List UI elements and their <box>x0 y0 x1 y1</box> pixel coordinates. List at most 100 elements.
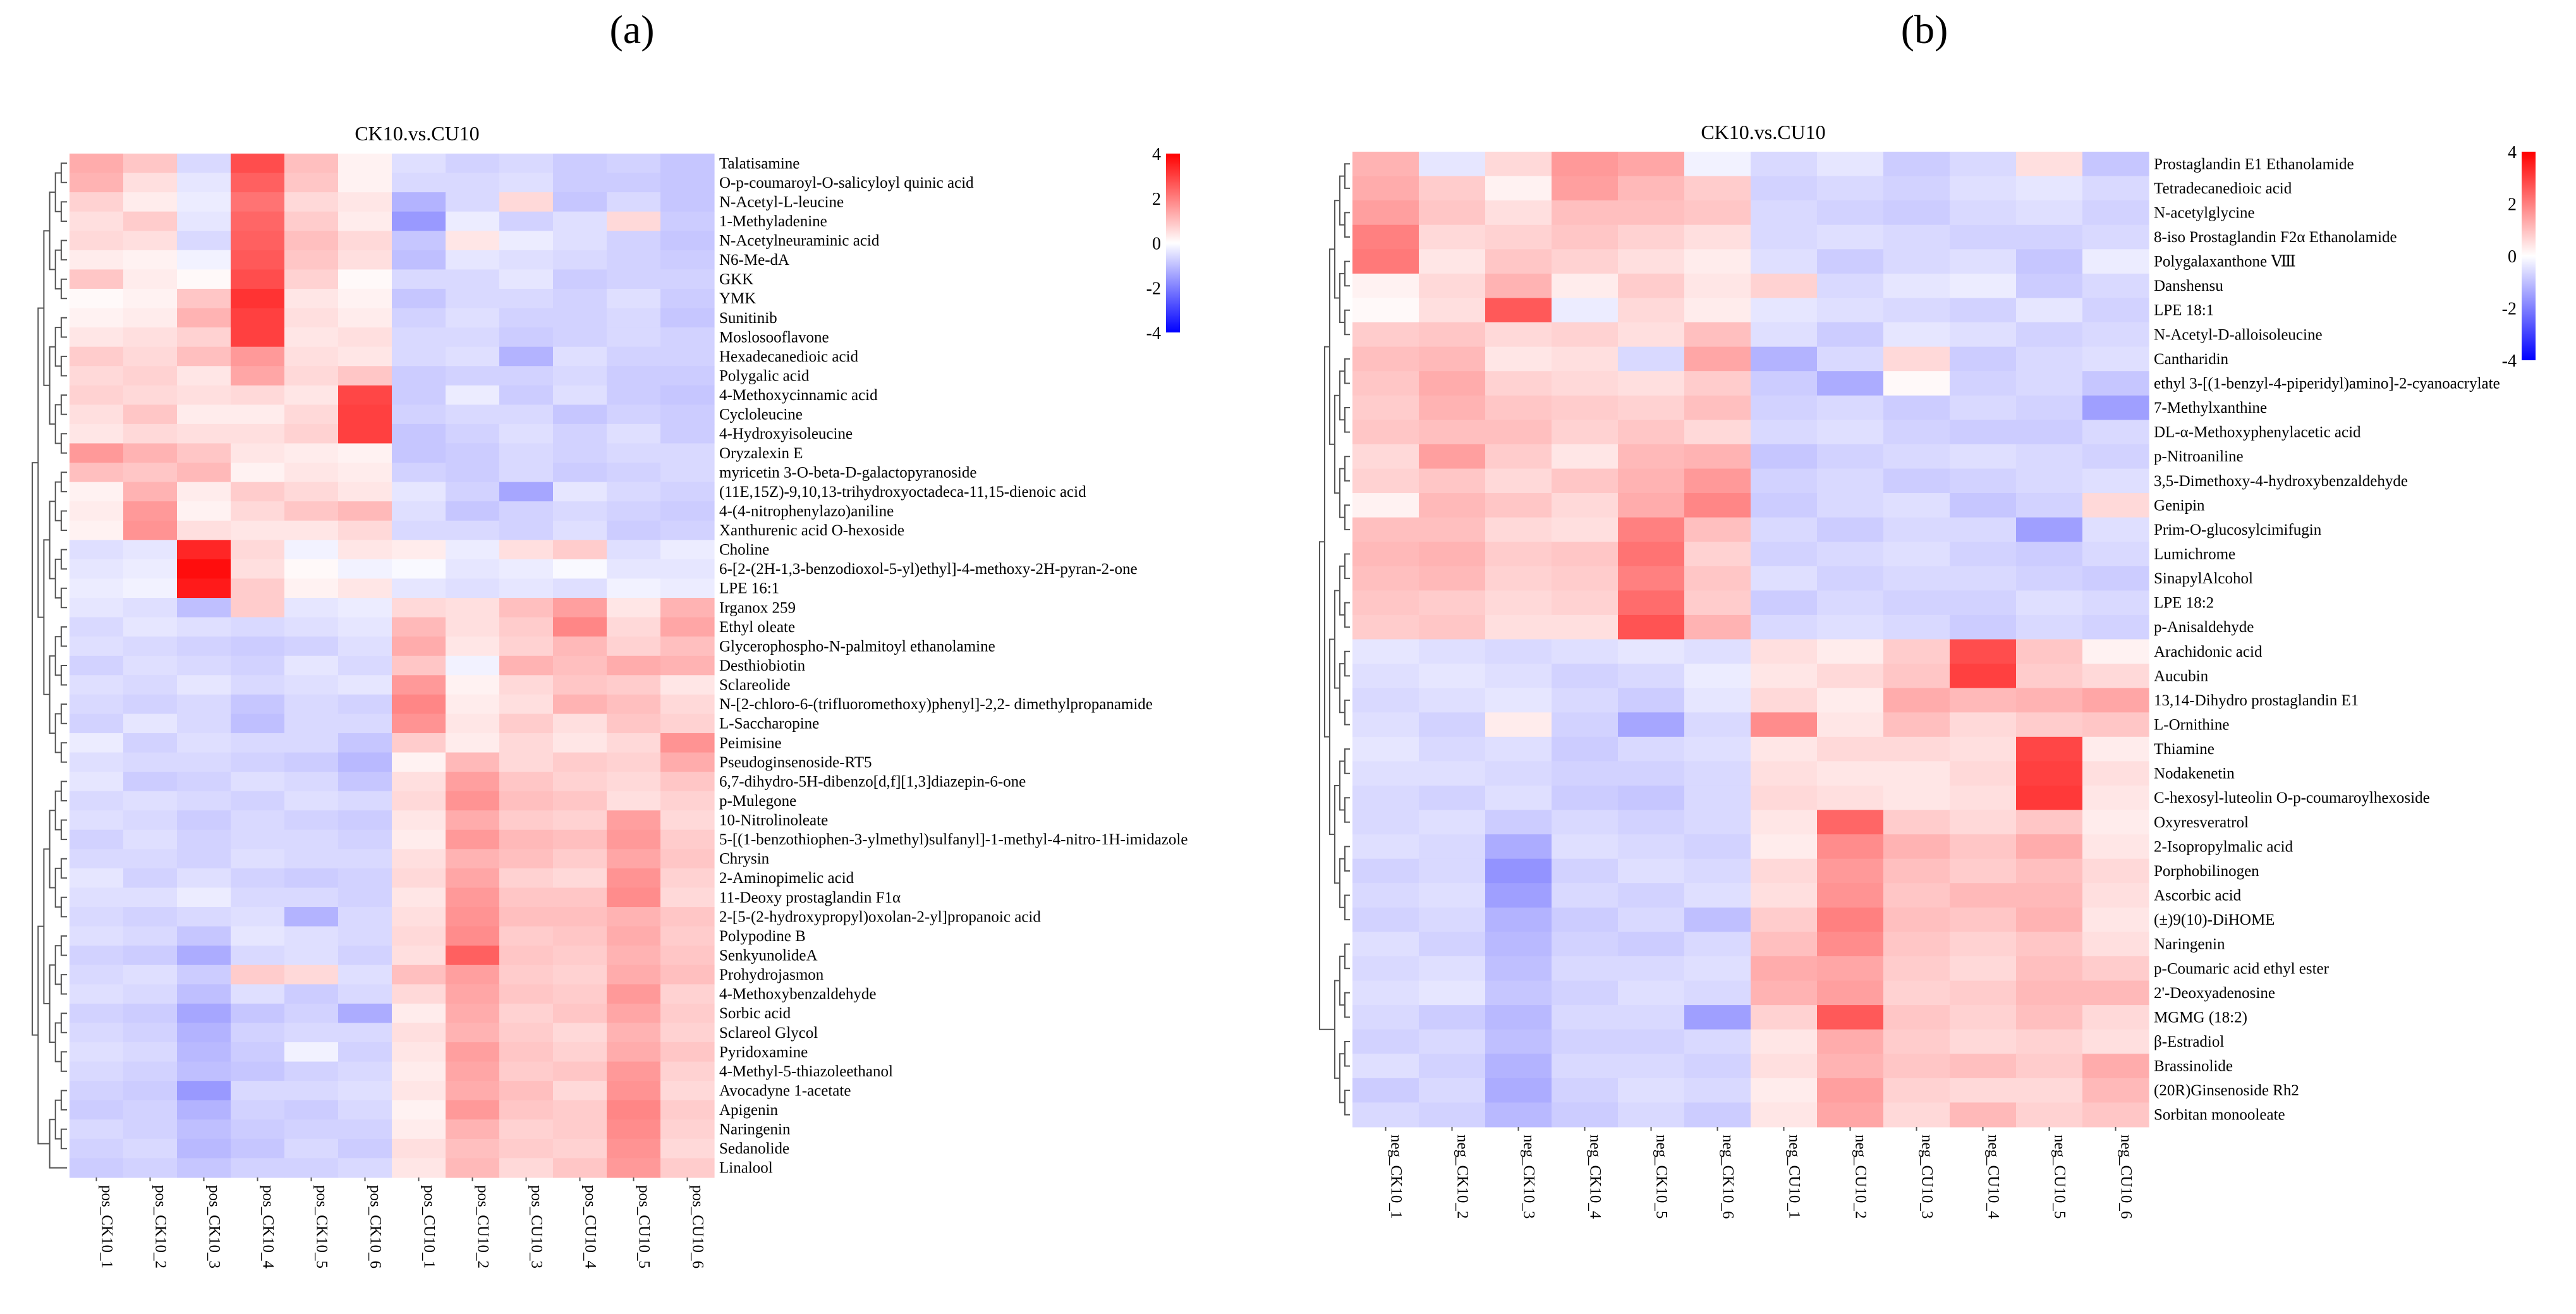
heatmap-cell <box>553 772 607 792</box>
heatmap-cell <box>2082 956 2149 982</box>
heatmap-cell <box>2082 980 2149 1006</box>
heatmap-cell <box>607 1138 661 1159</box>
heatmap-cell <box>70 752 124 772</box>
dendrogram-branch <box>54 1022 61 1062</box>
heatmap-cell <box>1817 980 1884 1006</box>
row-label: 2-Isopropylmalic acid <box>2154 838 2293 855</box>
heatmap-cell <box>2082 224 2149 250</box>
heatmap-cell <box>1751 883 1818 908</box>
dendrogram-branch <box>1339 565 1345 616</box>
heatmap-cell <box>1485 493 1552 518</box>
heatmap-cell <box>607 327 661 348</box>
heatmap-cell <box>1419 688 1486 713</box>
heatmap-cell <box>70 984 124 1004</box>
heatmap-cell <box>660 288 715 309</box>
heatmap-cell <box>607 346 661 367</box>
heatmap-cell <box>499 482 554 502</box>
heatmap-cell <box>1883 1005 1950 1030</box>
heatmap-cell <box>1419 176 1486 201</box>
heatmap-cell <box>1552 858 1619 884</box>
heatmap-cell <box>1419 614 1486 640</box>
heatmap-cell <box>1751 249 1818 274</box>
heatmap-cell <box>70 946 124 966</box>
heatmap-cell <box>338 617 392 637</box>
heatmap-cell <box>499 810 554 830</box>
heatmap-cell <box>499 926 554 946</box>
heatmap-cell <box>177 346 231 367</box>
panel-a-label: (a) <box>609 7 654 52</box>
heatmap-cell <box>607 907 661 927</box>
heatmap-cell <box>1817 493 1884 518</box>
heatmap-cell <box>446 984 500 1004</box>
heatmap-cell <box>607 385 661 405</box>
row-label: Sclareol Glycol <box>719 1025 818 1042</box>
heatmap-cell <box>446 154 500 174</box>
heatmap-cell <box>1817 273 1884 299</box>
heatmap-cell <box>446 772 500 792</box>
heatmap-cell <box>1419 932 1486 957</box>
heatmap-cell <box>338 907 392 927</box>
heatmap-cell <box>660 675 715 695</box>
heatmap-cell <box>1950 1054 2017 1079</box>
row-label: Sorbic acid <box>719 1005 791 1022</box>
heatmap-cell <box>446 1158 500 1178</box>
heatmap-cell <box>607 482 661 502</box>
heatmap-cell <box>1883 542 1950 567</box>
heatmap-cell <box>392 463 446 483</box>
heatmap-cell <box>446 385 500 405</box>
heatmap-cell <box>446 231 500 251</box>
heatmap-cell <box>392 964 446 985</box>
dendrogram-branch <box>60 394 67 415</box>
heatmap-cell <box>1419 1005 1486 1030</box>
heatmap-cell <box>607 675 661 695</box>
heatmap-cell <box>1618 152 1685 177</box>
heatmap-cell <box>123 655 178 676</box>
heatmap-cell <box>1552 176 1619 201</box>
row-label: N-Acetyl-L-leucine <box>719 193 844 210</box>
heatmap-cell <box>660 714 715 734</box>
dendrogram-branch <box>1344 407 1350 433</box>
heatmap-cell <box>499 849 554 869</box>
heatmap-cell <box>70 308 124 328</box>
column-label: pos_CU10_4 <box>582 1185 599 1268</box>
heatmap-cell <box>607 154 661 174</box>
heatmap-cell <box>1485 200 1552 226</box>
heatmap-cell <box>553 250 607 270</box>
heatmap-cell <box>284 308 339 328</box>
dendrogram-branch <box>1344 358 1350 384</box>
heatmap-cell <box>338 501 392 521</box>
heatmap-cell <box>2016 566 2083 591</box>
heatmap-cell <box>2082 371 2149 396</box>
row-label: L-Ornithine <box>2154 717 2229 734</box>
heatmap-cell <box>553 463 607 483</box>
heatmap-cell <box>70 231 124 251</box>
heatmap-cell <box>123 675 178 695</box>
heatmap-cell <box>660 907 715 927</box>
heatmap-cell <box>1817 858 1884 884</box>
heatmap-cell <box>1485 566 1552 591</box>
heatmap-cell <box>123 578 178 599</box>
heatmap-cell <box>2082 639 2149 664</box>
heatmap-cell <box>1618 346 1685 372</box>
heatmap-cell <box>1485 395 1552 420</box>
heatmap-cell <box>553 269 607 289</box>
heatmap-cell <box>607 1003 661 1024</box>
heatmap-cell <box>1552 664 1619 689</box>
heatmap-cell <box>1883 858 1950 884</box>
heatmap-cell <box>1684 907 1751 933</box>
heatmap-cell <box>607 1023 661 1043</box>
heatmap-cell <box>660 810 715 830</box>
heatmap-cell <box>499 250 554 270</box>
heatmap-cell <box>70 443 124 463</box>
row-label: LPE 16:1 <box>719 580 779 597</box>
row-label: LPE 18:2 <box>2154 595 2214 612</box>
heatmap-cell <box>1618 176 1685 201</box>
dendrogram-branch <box>43 230 50 386</box>
dendrogram-branch <box>1319 541 1335 1030</box>
heatmap-cell <box>1684 322 1751 348</box>
legend-tick-label: -4 <box>1146 324 1161 343</box>
heatmap-cell <box>1684 858 1751 884</box>
heatmap-cell <box>70 269 124 289</box>
heatmap-cell <box>553 1100 607 1120</box>
heatmap-cell <box>499 327 554 348</box>
